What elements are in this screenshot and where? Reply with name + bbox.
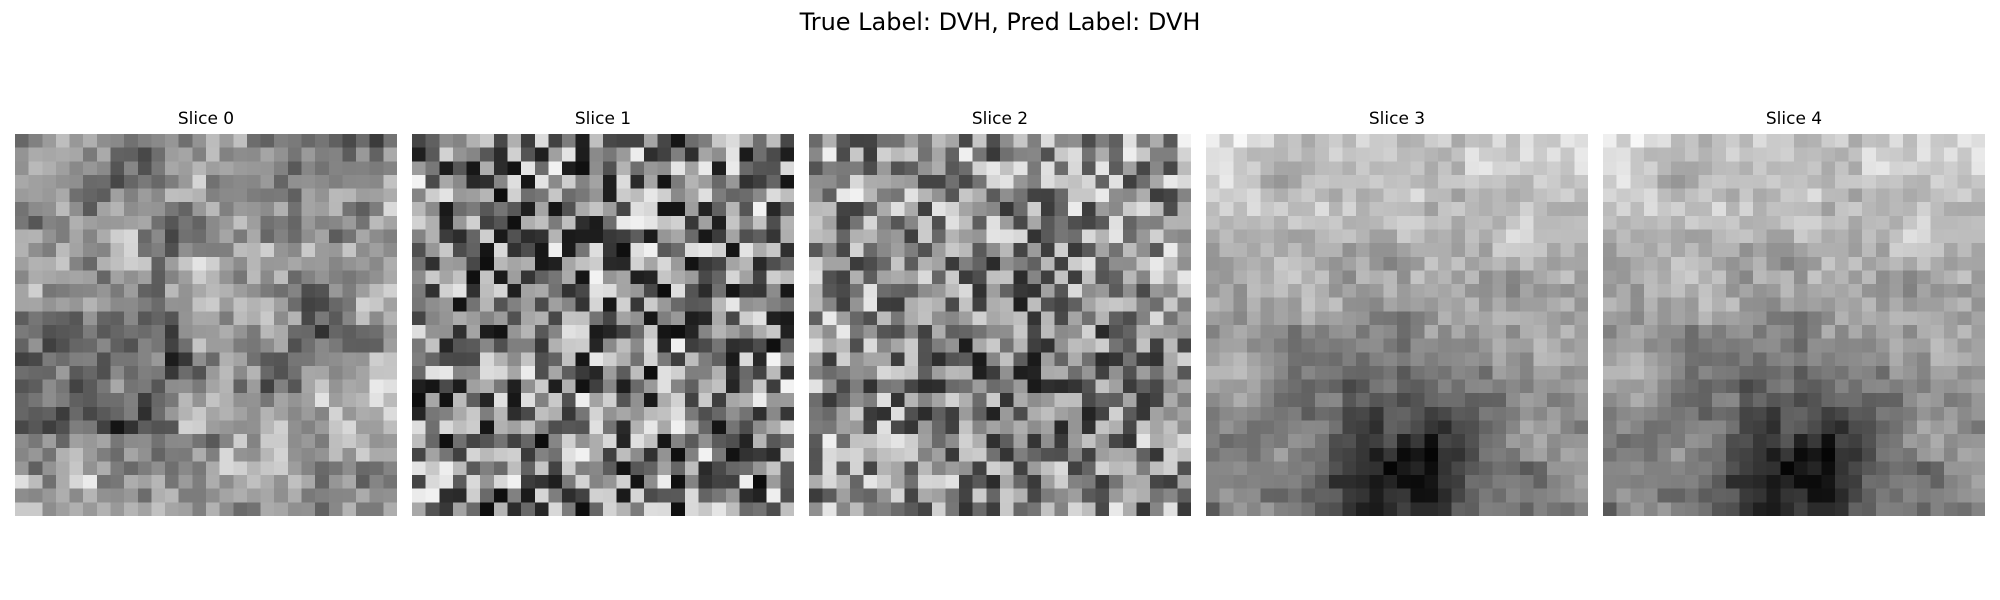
slice-3-title: Slice 3 [1368, 109, 1426, 129]
figure-title: True Label: DVH, Pred Label: DVH [799, 8, 1201, 36]
slice-1-image [412, 134, 794, 516]
slice-2-image [809, 134, 1191, 516]
slice-0-title: Slice 0 [177, 109, 235, 129]
slice-1-title: Slice 1 [574, 109, 632, 129]
slice-0-image [15, 134, 397, 516]
slice-2-title: Slice 2 [971, 109, 1029, 129]
slice-3-image [1206, 134, 1588, 516]
slice-4-title: Slice 4 [1765, 109, 1823, 129]
slice-4-image [1603, 134, 1985, 516]
